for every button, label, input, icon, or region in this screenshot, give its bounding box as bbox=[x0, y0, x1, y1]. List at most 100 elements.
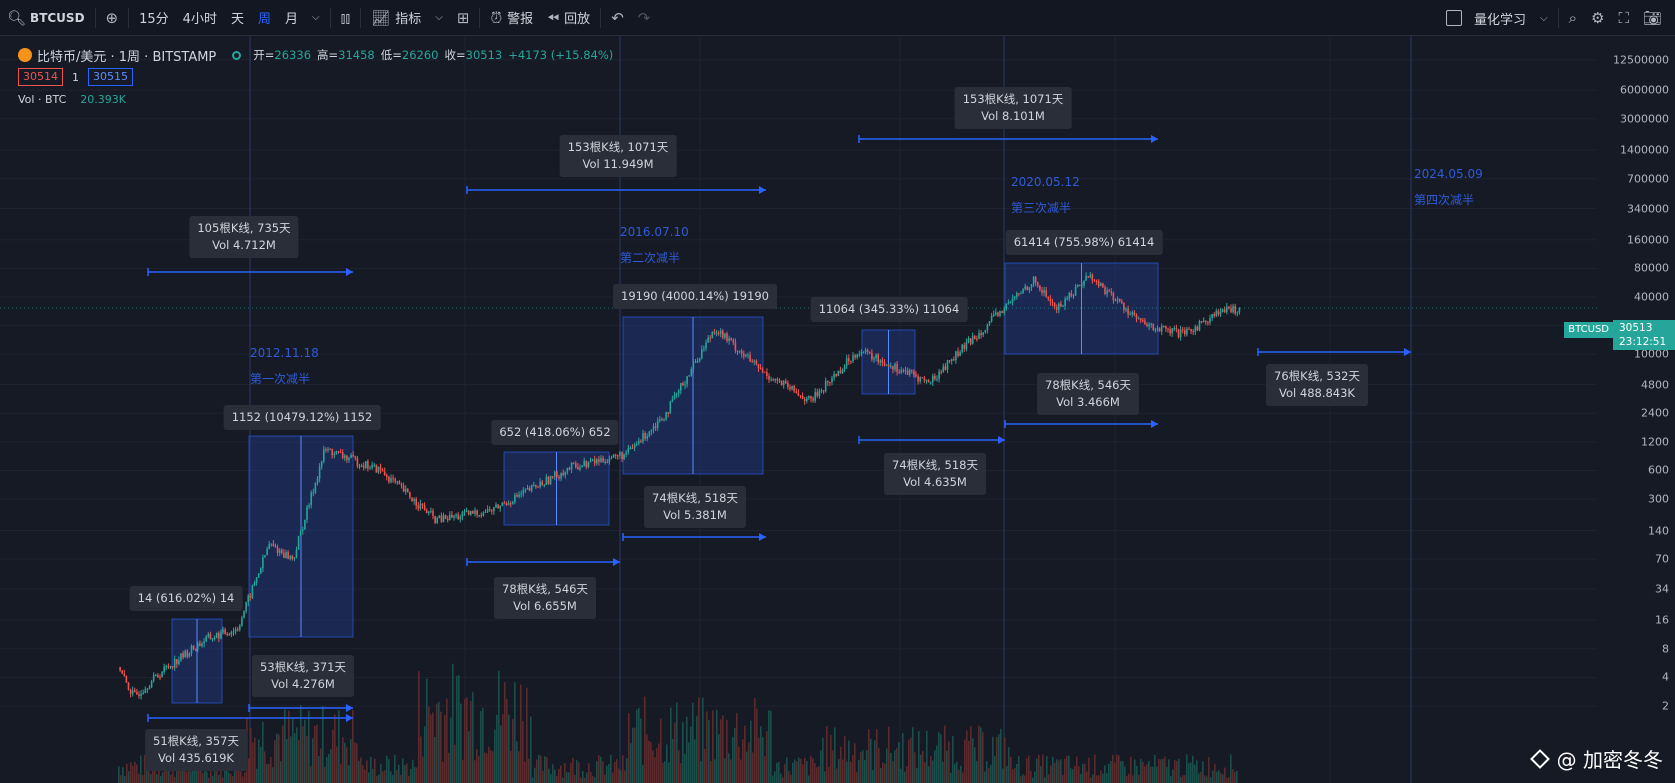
price-range-label[interactable]: 61414 (755.98%) 61414 bbox=[1005, 230, 1163, 255]
volume-bar bbox=[222, 777, 224, 783]
date-range-label[interactable]: 53根K线, 371天 Vol 4.276M bbox=[252, 655, 354, 697]
quick-search-button[interactable]: ⌕ bbox=[1562, 0, 1584, 36]
magnify-icon: ⌕ bbox=[1568, 9, 1577, 27]
interval-4h[interactable]: 4小时 bbox=[182, 12, 217, 27]
volume-bar bbox=[428, 706, 430, 783]
price-candle bbox=[1066, 298, 1068, 300]
volume-bar bbox=[1202, 761, 1204, 783]
date-range-label[interactable]: 105根K线, 735天 Vol 4.712M bbox=[189, 216, 299, 258]
volume-bar bbox=[384, 770, 386, 783]
price-range-label[interactable]: 14 (616.02%) 14 bbox=[129, 586, 243, 611]
price-range-label[interactable]: 652 (418.06%) 652 bbox=[491, 420, 619, 445]
volume-bar bbox=[654, 757, 656, 783]
price-candle bbox=[879, 360, 882, 363]
volume-bar bbox=[1186, 754, 1188, 783]
price-range-label[interactable]: 19190 (4000.14%) 19190 bbox=[613, 284, 777, 309]
strategy-dropdown[interactable]: ⌵ bbox=[1533, 0, 1555, 36]
price-candle bbox=[667, 412, 669, 414]
price-candle bbox=[312, 492, 315, 494]
date-range-label[interactable]: 74根K线, 518天 Vol 4.635M bbox=[884, 453, 986, 495]
volume-bar bbox=[914, 752, 916, 783]
date-range-label[interactable]: 78根K线, 546天 Vol 6.655M bbox=[494, 577, 596, 619]
volume-bar bbox=[974, 747, 976, 783]
price-candle bbox=[253, 583, 256, 586]
date-range-label[interactable]: 76根K线, 532天 Vol 488.843K bbox=[1266, 364, 1368, 406]
chart-type-button[interactable]: ⫾⫾ bbox=[334, 0, 358, 36]
price-candle bbox=[482, 512, 485, 516]
strategy-button[interactable]: 量化学习 bbox=[1439, 0, 1533, 36]
price-candle bbox=[486, 509, 489, 512]
price-axis[interactable]: 12500000 6000000 3000000 1400000 700000 34000… bbox=[1597, 36, 1675, 783]
volume-bar bbox=[864, 759, 866, 783]
halving-label[interactable]: 2020.05.12 第三次减半 bbox=[1011, 175, 1080, 215]
undo-button[interactable]: ↶ bbox=[604, 0, 631, 36]
sell-price-button[interactable]: 30514 bbox=[18, 68, 63, 86]
halving-label[interactable]: 2024.05.09 第四次减半 bbox=[1414, 167, 1483, 207]
candles-icon: ⫾⫾ bbox=[340, 8, 351, 27]
volume-bar bbox=[1176, 760, 1178, 783]
symbol-search[interactable]: 🔍︎ BTCUSD bbox=[0, 0, 92, 36]
price-candle bbox=[774, 378, 777, 381]
snapshot-button[interactable]: 📷︎ bbox=[1636, 0, 1669, 36]
price-range-label[interactable]: 1152 (10479.12%) 1152 bbox=[223, 405, 381, 430]
interval-1M[interactable]: 月 bbox=[284, 12, 298, 27]
compare-button[interactable]: ⊕ bbox=[99, 0, 126, 36]
price-candle bbox=[690, 369, 693, 376]
alert-button[interactable]: ⏰︎ 警报 bbox=[483, 0, 540, 36]
volume-bar bbox=[600, 756, 602, 783]
price-candle bbox=[629, 447, 632, 449]
interval-1w[interactable]: 周 bbox=[257, 12, 271, 27]
redo-button[interactable]: ↷ bbox=[631, 0, 658, 36]
date-range-label[interactable]: 153根K线, 1071天 Vol 8.101M bbox=[954, 87, 1072, 129]
settings-button[interactable]: ⚙ bbox=[1584, 0, 1611, 36]
indicators-button[interactable]: 📈︎ 指标 bbox=[364, 0, 428, 36]
buy-price-button[interactable]: 30515 bbox=[88, 68, 133, 86]
volume-bar bbox=[690, 726, 692, 783]
price-candle bbox=[757, 364, 760, 369]
volume-bar bbox=[118, 766, 120, 783]
volume-bar bbox=[476, 749, 478, 783]
volume-bar bbox=[1148, 760, 1150, 783]
volume-bar bbox=[806, 761, 808, 783]
price-candle bbox=[942, 366, 945, 372]
date-range-label[interactable]: 153根K线, 1071天 Vol 11.949M bbox=[559, 135, 677, 177]
price-candle bbox=[877, 354, 879, 363]
price-candle bbox=[398, 481, 401, 484]
arrow-head bbox=[346, 704, 353, 712]
price-range-label[interactable]: 11064 (345.33%) 11064 bbox=[810, 297, 968, 322]
fullscreen-button[interactable]: ⛶ bbox=[1611, 0, 1636, 36]
price-candle bbox=[533, 484, 535, 486]
rewind-icon: ⏪︎ bbox=[547, 8, 560, 27]
price-candle bbox=[264, 555, 266, 558]
price-candle bbox=[365, 461, 367, 468]
price-candle bbox=[1205, 320, 1207, 323]
date-range-label[interactable]: 51根K线, 357天 Vol 435.619K bbox=[145, 729, 247, 771]
replay-button[interactable]: ⏪︎ 回放 bbox=[540, 0, 597, 36]
price-candle bbox=[703, 348, 705, 350]
price-candle bbox=[554, 471, 556, 477]
interval-dropdown[interactable]: ⌵ bbox=[305, 0, 327, 36]
volume-bar bbox=[758, 737, 760, 783]
price-candle bbox=[858, 354, 861, 356]
indicators-dropdown[interactable]: ⌵ bbox=[428, 0, 450, 36]
halving-label[interactable]: 2016.07.10 第二次减半 bbox=[620, 225, 689, 265]
price-candle bbox=[961, 344, 963, 353]
date-range-label[interactable]: 78根K线, 546天 Vol 3.466M bbox=[1037, 373, 1139, 415]
halving-label[interactable]: 2012.11.18 第一次减半 bbox=[250, 346, 319, 386]
interval-1d[interactable]: 天 bbox=[230, 12, 244, 27]
legend-title[interactable]: 比特币/美元 · 1周 · BITSTAMP bbox=[37, 49, 217, 65]
price-candle bbox=[850, 361, 852, 363]
volume-bar bbox=[582, 770, 584, 783]
price-candle bbox=[797, 392, 800, 396]
volume-legend-label[interactable]: Vol · BTC bbox=[18, 92, 67, 106]
price-candle bbox=[524, 489, 527, 491]
volume-bar bbox=[362, 765, 364, 783]
interval-15m[interactable]: 15分 bbox=[139, 12, 169, 27]
price-candle bbox=[652, 426, 655, 430]
price-chart-svg[interactable] bbox=[0, 36, 1675, 783]
layout-button[interactable]: ⊞ bbox=[450, 0, 477, 36]
volume-bar bbox=[634, 727, 636, 783]
price-candle bbox=[1230, 307, 1232, 313]
volume-bar bbox=[760, 726, 762, 783]
date-range-label[interactable]: 74根K线, 518天 Vol 5.381M bbox=[644, 486, 746, 528]
